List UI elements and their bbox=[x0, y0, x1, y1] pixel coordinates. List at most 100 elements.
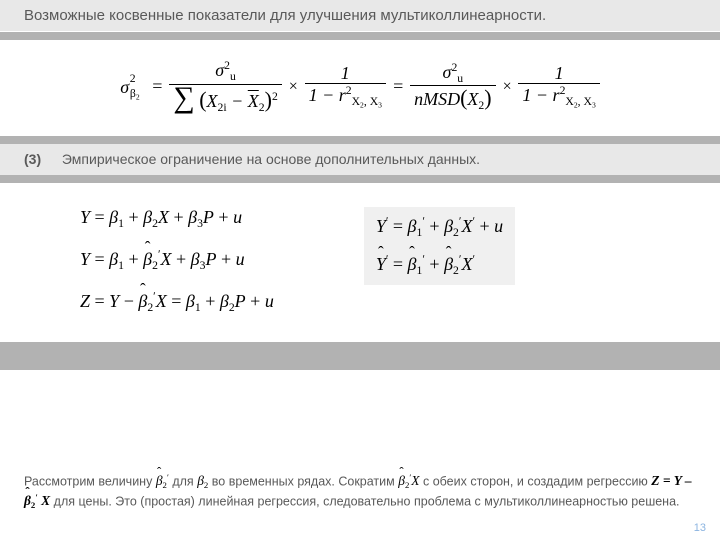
e2-eq: = bbox=[90, 249, 109, 269]
r1-u: u bbox=[494, 216, 503, 236]
e1-b2: β bbox=[143, 207, 152, 227]
divider-mid2 bbox=[0, 175, 720, 183]
bt3: во временных рядах. Сократим bbox=[212, 474, 398, 488]
r-sub-x1: X bbox=[352, 95, 360, 108]
variance-formula: σ 2 β2 = σ2u ∑ (X2i − X2)2 × bbox=[120, 60, 600, 114]
eq-left-3: Z = Y − β2ʹX = β1 + β2P + u bbox=[80, 290, 274, 314]
bm1b: β bbox=[156, 472, 163, 490]
r-2: r bbox=[553, 85, 560, 105]
x2i: X bbox=[207, 91, 218, 111]
one-minus-2: 1 − bbox=[522, 85, 552, 105]
e3-p1: + bbox=[201, 291, 220, 311]
frac-1: σ2u ∑ (X2i − X2)2 bbox=[169, 60, 281, 114]
sum-symbol: ∑ bbox=[173, 81, 194, 114]
e3-x: X bbox=[156, 291, 167, 311]
e3-b2hat: β bbox=[138, 291, 147, 312]
sigma-sup: 2 bbox=[130, 73, 136, 85]
one-minus-1: 1 − bbox=[309, 85, 339, 105]
r2-comma: , X bbox=[578, 95, 592, 108]
variance-formula-area: σ 2 β2 = σ2u ∑ (X2i − X2)2 × bbox=[0, 40, 720, 136]
e2-b3: β bbox=[191, 249, 200, 269]
sq: 2 bbox=[272, 90, 278, 103]
slide: Возможные косвенные показатели для улучш… bbox=[0, 0, 720, 540]
msd: MSD bbox=[423, 89, 460, 109]
eq-sign-2: = bbox=[392, 76, 404, 97]
r2-s2: 2 bbox=[453, 264, 459, 277]
subhead-text: Эмпирическое ограничение на основе допол… bbox=[62, 151, 480, 167]
e1-b3: β bbox=[188, 207, 197, 227]
e3-y: Y bbox=[109, 291, 119, 311]
frac-3: σ2u nMSD(X2) bbox=[410, 62, 496, 113]
r2-x: X bbox=[461, 254, 472, 274]
e3-b1: β bbox=[186, 291, 195, 311]
subhead-number: (3) bbox=[24, 151, 58, 167]
x2i-sub: 2i bbox=[218, 101, 227, 114]
n: n bbox=[414, 89, 423, 109]
e1-u: u bbox=[233, 207, 242, 227]
paren-l: ( bbox=[199, 87, 206, 112]
e3-p: P bbox=[235, 291, 246, 311]
r1-p1: + bbox=[425, 216, 444, 236]
frac-2: 1 1 − r2X2, X3 bbox=[305, 64, 386, 109]
e3-eq2: = bbox=[167, 291, 186, 311]
e3-p3: + bbox=[246, 291, 265, 311]
divider-lower bbox=[0, 342, 720, 370]
e2-b2hat: β bbox=[143, 249, 152, 270]
sigma-u2-sub: u bbox=[457, 72, 463, 85]
r1-y: Y bbox=[376, 216, 386, 236]
e3-z: Z bbox=[80, 291, 90, 311]
r2-b1hat: β bbox=[408, 254, 417, 275]
bm4b: β bbox=[24, 492, 31, 510]
bottom-paragraph: Рассмотрим величину β2ʹ для β2 во времен… bbox=[24, 472, 696, 512]
one-2: 1 bbox=[551, 64, 568, 83]
eq-sign-1: = bbox=[151, 76, 163, 97]
e2-p2: + bbox=[172, 249, 191, 269]
r1-p2: + bbox=[475, 216, 494, 236]
bm2b: β bbox=[197, 473, 204, 488]
subheading: (3) Эмпирическое ограничение на основе д… bbox=[0, 144, 720, 175]
eq-left-1: Y = β1 + β2X + β3P + u bbox=[80, 207, 274, 230]
sigma-u: σ bbox=[215, 60, 224, 80]
times-1: × bbox=[288, 78, 299, 96]
title-bar: Возможные косвенные показатели для улучш… bbox=[0, 0, 720, 32]
e2-x: X bbox=[161, 249, 172, 269]
e1-y: Y bbox=[80, 207, 90, 227]
frac-4: 1 1 − r2X2, X3 bbox=[518, 64, 599, 109]
r2-prx: ʹ bbox=[472, 253, 475, 266]
bm2s: 2 bbox=[204, 480, 208, 490]
e2-p: P bbox=[205, 249, 216, 269]
e1-p2: + bbox=[169, 207, 188, 227]
page-number: 13 bbox=[694, 522, 706, 534]
bt2: для bbox=[172, 474, 197, 488]
r2-eq: = bbox=[388, 254, 407, 274]
e2-u: u bbox=[236, 249, 245, 269]
bt1: Рассмотрим величину bbox=[24, 474, 156, 488]
sigma-sub-2: 2 bbox=[136, 93, 140, 102]
equations-area: Y = β1 + β2X + β3P + u Y = β1 + β2ʹX + β… bbox=[0, 183, 720, 342]
e1-x: X bbox=[158, 207, 169, 227]
e1-b1: β bbox=[109, 207, 118, 227]
e3-u: u bbox=[265, 291, 274, 311]
bm1p: ʹ bbox=[167, 472, 169, 482]
bt5: для цены. Это (простая) линейная регресс… bbox=[54, 494, 680, 508]
xbar: X bbox=[248, 91, 259, 111]
e2-b1: β bbox=[109, 249, 118, 269]
e1-p: P bbox=[203, 207, 214, 227]
sigma-beta2-sq: σ 2 β2 bbox=[120, 65, 129, 109]
r1-x: X bbox=[461, 216, 472, 236]
equations-left-col: Y = β1 + β2X + β3P + u Y = β1 + β2ʹX + β… bbox=[80, 207, 274, 314]
sigma-u-sub: u bbox=[230, 70, 236, 83]
r-1: r bbox=[339, 85, 346, 105]
r1-s2: 2 bbox=[453, 226, 459, 239]
r2-sub-3: 3 bbox=[592, 101, 596, 110]
e1-p1: + bbox=[124, 207, 143, 227]
r-sub-3: 3 bbox=[378, 101, 382, 110]
r1-eq: = bbox=[388, 216, 407, 236]
eq-left-2: Y = β1 + β2ʹX + β3P + u bbox=[80, 248, 274, 272]
equations-right-col: Yʹ = β1ʹ + β2ʹXʹ + u Yʹ = β1ʹ + β2ʹXʹ bbox=[364, 207, 515, 285]
e3-b2: β bbox=[220, 291, 229, 311]
divider-mid bbox=[0, 136, 720, 144]
r-comma: , X bbox=[364, 95, 378, 108]
minus: − bbox=[227, 91, 248, 111]
r1-b2: β bbox=[444, 216, 453, 236]
